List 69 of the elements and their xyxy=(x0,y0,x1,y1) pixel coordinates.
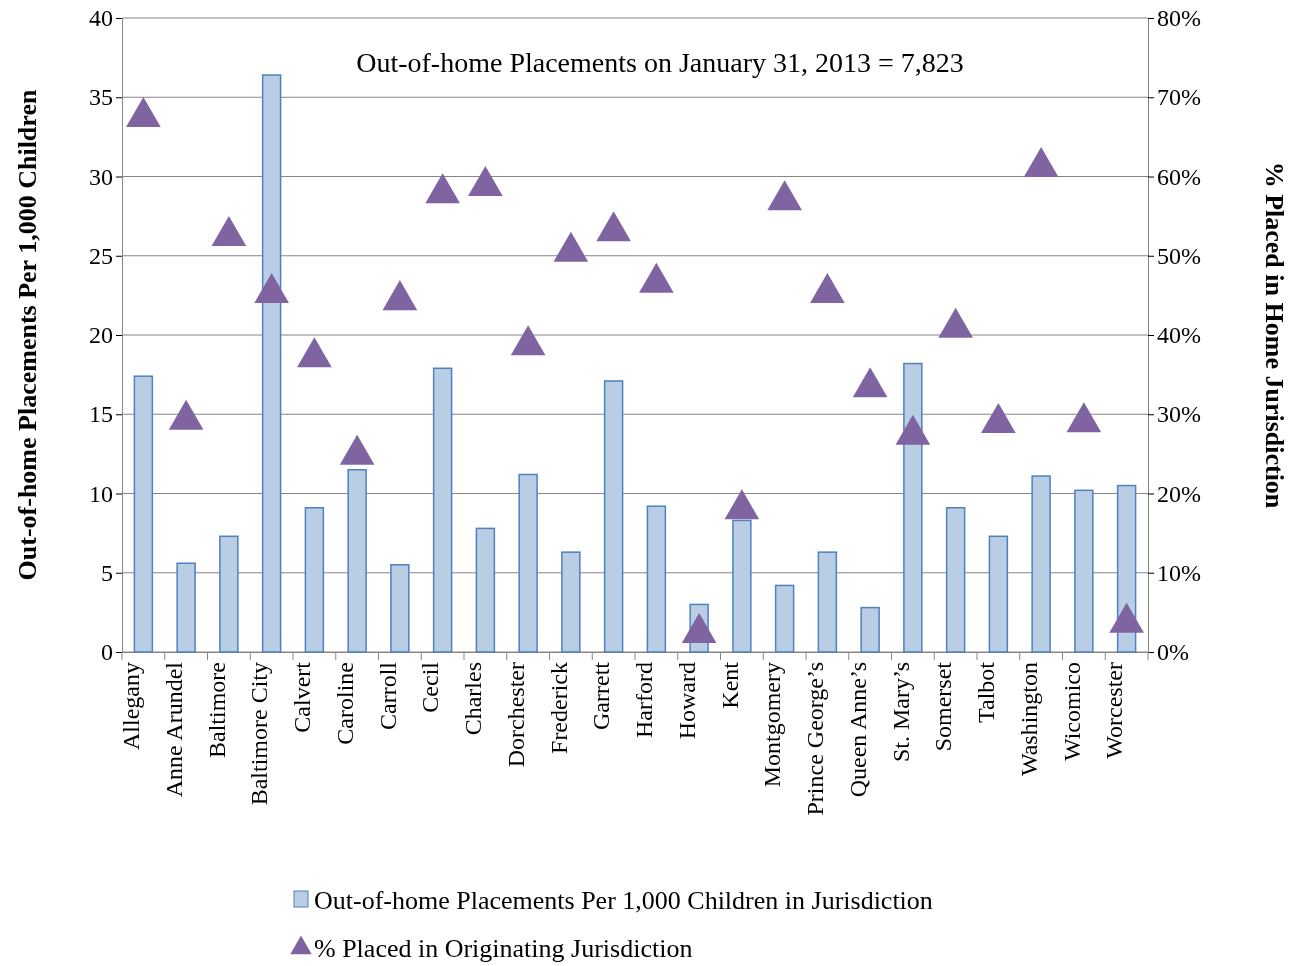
x-tick-label: Kent xyxy=(716,661,743,709)
x-tick-label: Washington xyxy=(1015,662,1042,777)
bar xyxy=(261,74,282,653)
bar xyxy=(988,535,1009,653)
x-tick-label: Carroll xyxy=(374,661,401,730)
x-tick-label: Garrett xyxy=(588,661,615,730)
x-tick-label: Dorchester xyxy=(502,661,529,768)
bar xyxy=(561,551,581,653)
x-tick-label: Queen Anne’s xyxy=(844,662,871,798)
y2-tick-label: 20% xyxy=(1157,480,1201,507)
x-tick-label: Somerset xyxy=(930,661,957,752)
y2-tick-label: 50% xyxy=(1157,242,1201,269)
legend-label: % Placed in Originating Jurisdiction xyxy=(314,934,693,963)
x-tick-label: Anne Arundel xyxy=(160,661,187,798)
x-tick-label: Baltimore xyxy=(203,662,230,758)
y2-tick-label: 0% xyxy=(1157,639,1189,666)
x-tick-label: Worcester xyxy=(1101,662,1128,759)
bar xyxy=(133,375,154,653)
x-tick-label: Talbot xyxy=(973,661,1000,723)
y2-tick-label: 70% xyxy=(1157,84,1201,111)
y-tick-label: 35 xyxy=(89,84,113,111)
y-tick-label: 30 xyxy=(89,163,113,190)
bar xyxy=(945,507,966,653)
x-tick-label: Harford xyxy=(631,662,658,738)
y2-tick-label: 80% xyxy=(1157,5,1201,32)
bar xyxy=(390,564,410,653)
bar xyxy=(774,584,795,653)
x-tick-label: Cecil xyxy=(417,661,444,713)
bar xyxy=(1074,489,1094,653)
legend-label: Out-of-home Placements Per 1,000 Children in Jurisdiction xyxy=(314,886,933,915)
bar xyxy=(603,380,624,653)
y-tick-label: 10 xyxy=(89,480,113,507)
bar xyxy=(903,362,923,653)
x-tick-label: Howard xyxy=(673,662,700,740)
y-tick-label: 40 xyxy=(89,5,113,32)
bar xyxy=(817,551,838,653)
y-tick-label: 5 xyxy=(101,559,113,586)
bar xyxy=(518,473,538,653)
bar xyxy=(219,535,239,653)
y2-tick-label: 30% xyxy=(1157,401,1201,428)
x-tick-label: St. Mary’s xyxy=(887,662,914,763)
x-tick-label: Allegany xyxy=(118,662,145,750)
bar xyxy=(176,562,196,653)
x-tick-label: Caroline xyxy=(331,662,358,745)
y-tick-label: 20 xyxy=(89,322,113,349)
bar xyxy=(347,468,367,653)
y2-axis-title: % Placed in Home Jurisdiction xyxy=(1260,161,1289,509)
bar xyxy=(646,505,667,653)
y-tick-label: 0 xyxy=(101,639,113,666)
bar xyxy=(432,367,453,653)
x-tick-label: Charles xyxy=(460,662,487,736)
bar xyxy=(860,606,880,653)
y2-tick-label: 40% xyxy=(1157,322,1201,349)
y-tick-label: 25 xyxy=(89,242,113,269)
bar xyxy=(475,527,496,653)
bar xyxy=(1031,475,1051,653)
x-tick-label: Frederick xyxy=(545,662,572,754)
bar xyxy=(732,519,752,653)
x-tick-label: Wicomico xyxy=(1058,662,1085,761)
y2-tick-label: 60% xyxy=(1157,163,1201,190)
y2-tick-label: 10% xyxy=(1157,559,1201,586)
y-axis-title: Out-of-home Placements Per 1,000 Children xyxy=(13,89,42,581)
x-tick-label: Prince George’s xyxy=(802,662,829,816)
y-tick-label: 15 xyxy=(89,401,113,428)
bar xyxy=(304,507,325,653)
x-tick-label: Calvert xyxy=(289,661,316,733)
x-tick-label: Baltimore City xyxy=(246,662,273,806)
x-tick-label: Montgomery xyxy=(759,662,786,788)
text: Out-of-home Placements on January 31, 2013 = 7,823 xyxy=(356,47,964,78)
